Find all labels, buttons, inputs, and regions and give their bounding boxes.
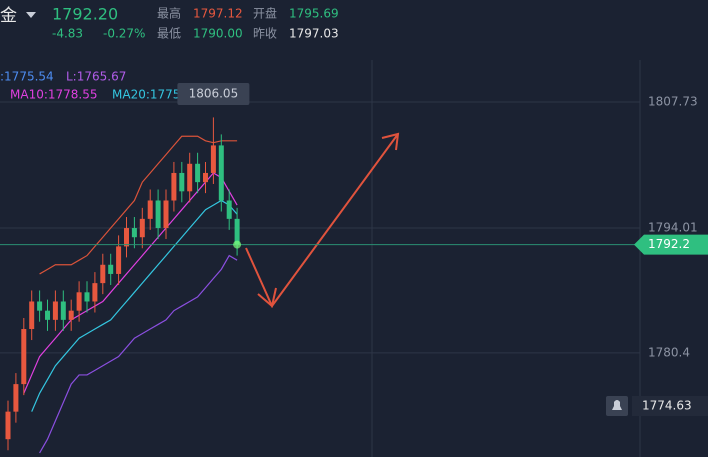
arrow-head <box>257 287 277 308</box>
candle-body <box>163 200 169 229</box>
legend-ma10: MA10:1778.55 <box>10 88 98 102</box>
candle-body <box>139 218 145 238</box>
candle-body <box>21 329 27 385</box>
plot <box>0 101 640 454</box>
indicator-line <box>31 199 238 412</box>
candle-body <box>155 200 161 229</box>
label: 最高 <box>157 6 181 21</box>
candle-body <box>210 145 216 173</box>
symbol: 金 <box>0 6 17 26</box>
candle-body <box>52 301 58 320</box>
alert-box <box>632 396 708 416</box>
candle-body <box>100 264 106 284</box>
legend-lower: L:1765.67 <box>66 70 126 84</box>
label: 开盘 <box>253 6 277 21</box>
candle-body <box>218 145 224 201</box>
label: 昨收 <box>253 27 277 41</box>
legend-mid: :1775.54 <box>0 70 54 84</box>
price-tag-label: 1792.2 <box>648 237 690 251</box>
candle-body <box>147 200 153 219</box>
candle-body <box>124 228 129 247</box>
candle-body <box>68 310 74 320</box>
peak-label: 1806.05 <box>189 87 239 101</box>
price: 1792.20 <box>52 5 118 24</box>
candle-body <box>171 172 177 201</box>
candle-body <box>92 283 98 302</box>
candle-body <box>179 172 185 192</box>
candle-body <box>76 292 82 311</box>
candle-body <box>84 292 90 302</box>
indicator-line <box>39 254 238 454</box>
price-tag <box>634 234 708 255</box>
y-tick-label: 1780.4 <box>648 345 690 359</box>
candle-body <box>226 200 232 219</box>
candle-body <box>60 301 66 320</box>
candle-body <box>37 301 43 311</box>
last-point <box>233 240 242 249</box>
legend-ma20: MA20:17758 <box>112 88 188 102</box>
candle-body <box>131 228 137 238</box>
candle-body <box>187 163 193 192</box>
candle-body <box>234 218 240 245</box>
value: 1797.03 <box>289 27 339 41</box>
candle-body <box>108 264 114 274</box>
label: 最低 <box>157 27 181 41</box>
arrow-head <box>381 132 400 151</box>
bell-icon <box>612 400 622 410</box>
y-tick-label: 1807.73 <box>648 94 698 108</box>
candle-body <box>195 163 201 183</box>
candle-body <box>116 246 122 274</box>
candle-body <box>45 310 50 320</box>
value: 1795.69 <box>289 7 339 21</box>
candle-body <box>203 172 208 183</box>
indicator-line <box>23 172 238 394</box>
peak-tooltip <box>177 83 250 105</box>
dropdown-icon[interactable] <box>26 12 36 18</box>
alert-label: 1774.63 <box>642 399 692 413</box>
indicator-line <box>39 135 238 275</box>
value: 1790.00 <box>193 27 243 41</box>
change: -4.83 <box>52 27 83 41</box>
y-tick-label: 1794.01 <box>648 220 698 234</box>
drawn-arrows <box>245 132 400 308</box>
value: 1797.12 <box>193 7 243 21</box>
change-pct: -0.27% <box>103 27 145 41</box>
candle-body <box>5 411 11 440</box>
candle-body <box>13 384 19 412</box>
candle-body <box>29 301 35 330</box>
